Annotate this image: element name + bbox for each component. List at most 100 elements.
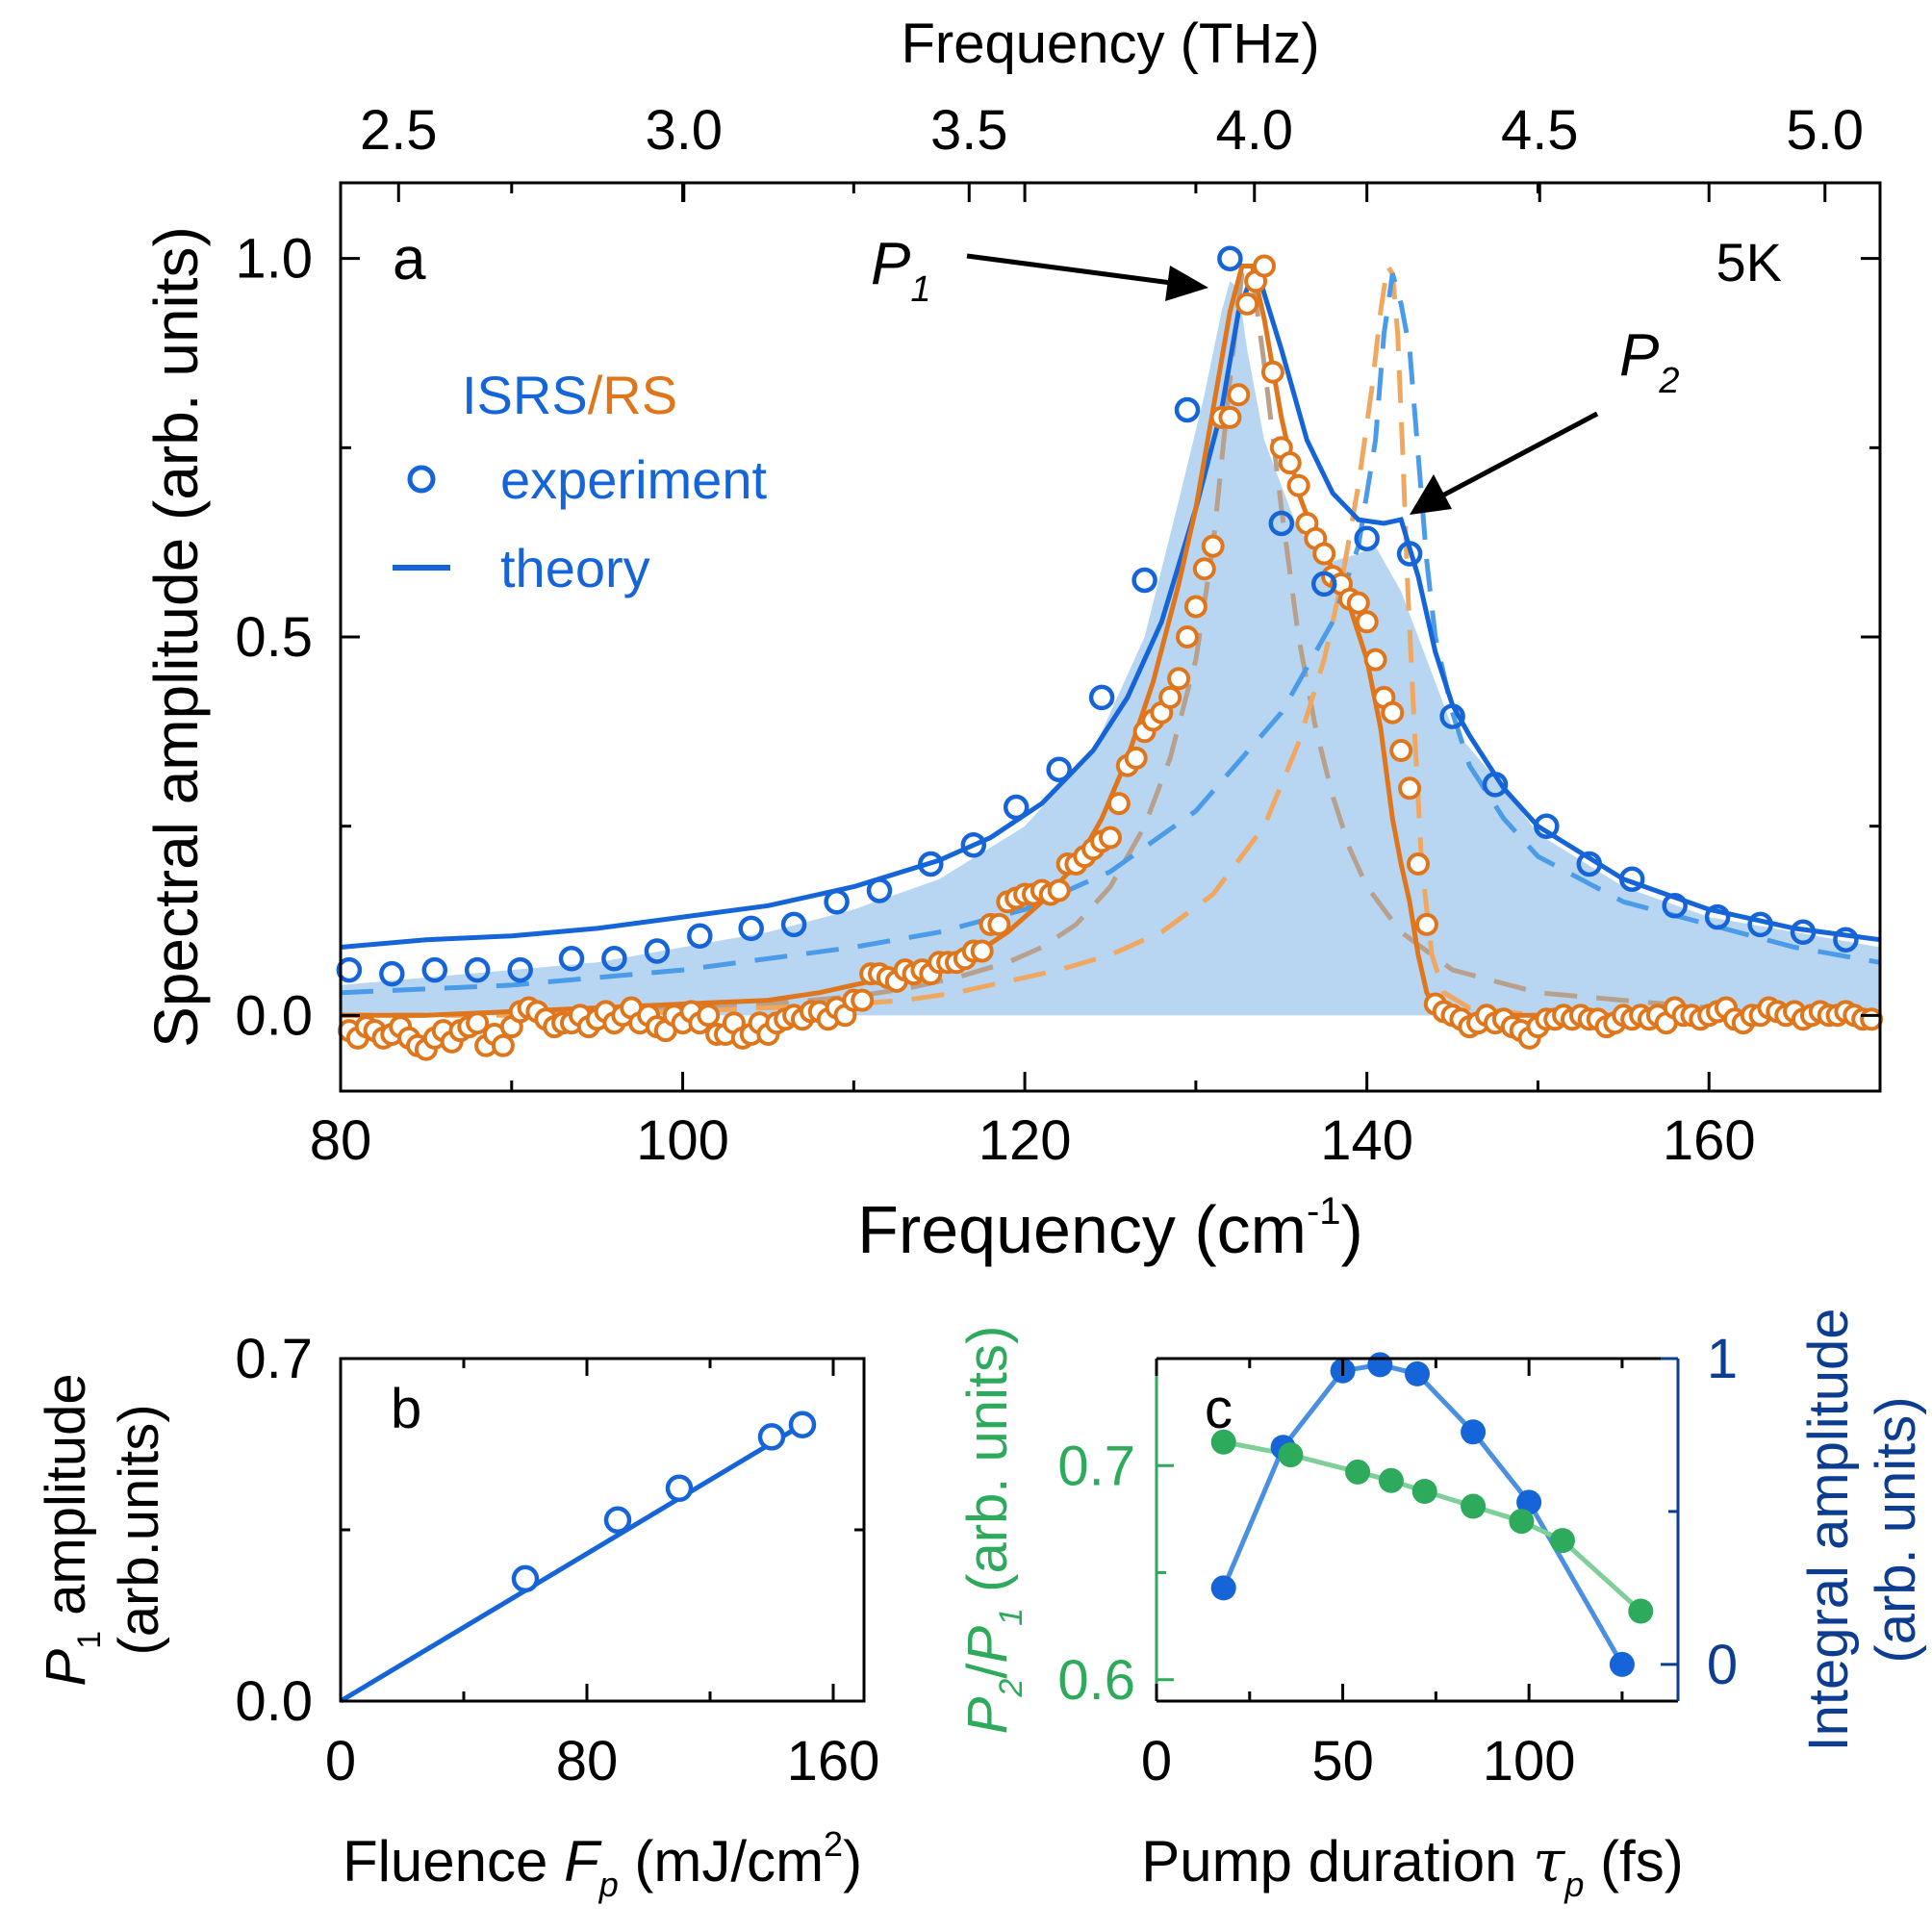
panel-b-y-tick-label: 0.7 <box>235 1328 313 1390</box>
isrs-experiment-point <box>464 956 491 983</box>
rs-experiment-point <box>1278 451 1302 475</box>
integral-amplitude-line <box>1221 1361 1625 1666</box>
panel-a-y-axis-title: Spectral amplitude (arb. units) <box>141 226 211 1048</box>
p2-p1-ratio-point <box>1509 1509 1535 1535</box>
panel-a-top-tick-label: 5.0 <box>1786 99 1864 162</box>
isrs-experiment-point <box>507 956 533 983</box>
rs-experiment-point <box>1381 700 1405 724</box>
rs-experiment-point <box>970 939 994 963</box>
panel-a-y-tick-label: 0.5 <box>235 606 313 669</box>
rs-experiment-point <box>1235 292 1259 316</box>
rs-experiment-point <box>1227 383 1251 407</box>
panel-c-left-tick-label: 0.6 <box>1057 1649 1135 1712</box>
p2-p1-ratio-point <box>1461 1493 1487 1519</box>
panel-b-data-point <box>603 1506 632 1535</box>
panel-c-plot-area <box>1210 1352 1654 1677</box>
p2-p1-ratio-point <box>1628 1598 1654 1624</box>
rs-experiment-point <box>1407 852 1430 876</box>
panel-a-plot-area <box>336 245 1884 1061</box>
legend-experiment-label: experiment <box>500 449 767 510</box>
panel-c-x-axis-title: Pump duration τp (fs) <box>1141 1828 1683 1904</box>
rs-experiment-point <box>1312 542 1336 566</box>
panel-b-data-point <box>511 1564 540 1593</box>
isrs-experiment-point <box>1310 571 1337 597</box>
panel-b-label: b <box>391 1378 421 1440</box>
panel-c-right-axis-title-line2: (arb. units) <box>1865 1396 1927 1663</box>
isrs-experiment-point <box>1482 772 1509 798</box>
panel-c-right-tick-label: 1 <box>1707 1328 1738 1390</box>
legend-isrs: ISRS <box>462 365 588 425</box>
panel-b-x-tick-label: 160 <box>787 1730 880 1792</box>
rs-experiment-point <box>1253 254 1276 278</box>
panel-a-y-tick-label: 0.0 <box>235 984 313 1047</box>
p1-arrow-shaft <box>966 253 1180 287</box>
rs-experiment-point <box>1192 557 1216 581</box>
integral-amplitude-point <box>1210 1575 1236 1601</box>
isrs-experiment-point <box>558 946 585 972</box>
rs-experiment-point <box>1176 625 1199 648</box>
isrs-experiment-point <box>738 915 764 942</box>
legend-theory-label: theory <box>500 538 650 598</box>
panel-a: 80 100 120 140 160 2.5 3.0 3.5 4.0 4.5 5.0 0.0 0.5 1.… <box>141 13 1884 1267</box>
panel-a-x-tick-label: 100 <box>636 1109 729 1172</box>
panel-a-x-tick-label: 120 <box>979 1109 1072 1172</box>
p2-p1-ratio-point <box>1550 1528 1575 1554</box>
legend-experiment-marker <box>407 465 436 494</box>
panel-a-top-tick-label: 4.5 <box>1501 99 1579 162</box>
panel-c: 0 50 100 0.6 0.7 0 1 c Pump duration τp (fs) P… <box>956 1308 1927 1904</box>
panel-a-top-tick-label: 2.5 <box>360 99 438 162</box>
isrs-experiment-point <box>336 956 363 983</box>
panel-c-label: c <box>1205 1378 1233 1440</box>
panel-b-fit-line <box>339 1422 804 1704</box>
rs-experiment-point <box>1218 405 1242 429</box>
isrs-experiment-point <box>601 946 627 972</box>
rs-experiment-point <box>1158 685 1182 709</box>
panel-b-plot-area <box>339 1411 817 1704</box>
p2-arrow-shaft <box>1432 411 1599 503</box>
legend-separator: / <box>588 365 603 425</box>
rs-experiment-point <box>697 1004 721 1028</box>
panel-a-x-tick-label: 160 <box>1663 1109 1756 1172</box>
rs-experiment-point <box>1346 591 1370 615</box>
panel-c-x-tick-label: 100 <box>1483 1730 1576 1792</box>
panel-a-x-axis-title: Frequency (cm-1) <box>857 1190 1363 1267</box>
integral-amplitude-point <box>1461 1419 1487 1445</box>
p1-arrow-head <box>1165 266 1208 301</box>
panel-c-x-tick-label: 50 <box>1311 1730 1374 1792</box>
panel-a-y-tick-label: 1.0 <box>235 228 313 291</box>
integral-amplitude-point <box>1405 1360 1430 1386</box>
rs-experiment-point <box>1260 360 1284 384</box>
isrs-experiment-point <box>1217 245 1243 271</box>
isrs-experiment-point <box>1439 703 1465 729</box>
isrs-experiment-point <box>1268 510 1295 537</box>
rs-experiment-point <box>1106 792 1131 816</box>
panel-b-data-point <box>788 1411 817 1438</box>
legend-rs: RS <box>602 365 677 425</box>
p2-p1-ratio-point <box>1278 1442 1304 1468</box>
panel-a-top-tick-label: 3.5 <box>930 99 1008 162</box>
panel-b-x-tick-label: 0 <box>325 1730 356 1792</box>
panel-a-top-tick-label: 3.0 <box>645 99 723 162</box>
isrs-experiment-point <box>1704 903 1731 930</box>
rs-experiment-point <box>1167 667 1191 691</box>
panel-c-left-axis-title: P2/P1 (arb. units) <box>956 1326 1030 1735</box>
rs-experiment-point <box>1355 610 1379 634</box>
isrs-experiment-point <box>379 960 405 987</box>
panel-a-x-tick-label: 80 <box>310 1109 372 1172</box>
panel-a-top-tick-label: 4.0 <box>1215 99 1293 162</box>
isrs-experiment-point <box>1790 919 1817 946</box>
isrs-experiment-point <box>1046 756 1072 782</box>
isrs-experiment-point <box>1618 866 1645 892</box>
isrs-experiment-point <box>918 851 944 877</box>
panel-a-x-tick-label: 140 <box>1320 1109 1413 1172</box>
rs-experiment-point <box>1099 826 1122 850</box>
rs-experiment-point <box>1286 473 1310 497</box>
rs-experiment-point <box>1389 739 1413 762</box>
integral-amplitude-point <box>1609 1651 1635 1677</box>
isrs-experiment-point <box>1833 927 1859 953</box>
panel-c-right-tick-label: 0 <box>1707 1634 1738 1696</box>
isrs-experiment-point <box>1088 684 1115 711</box>
integral-amplitude-point <box>1516 1489 1542 1515</box>
panel-a-top-axis-title: Frequency (THz) <box>901 13 1319 75</box>
isrs-experiment-point <box>960 832 987 858</box>
